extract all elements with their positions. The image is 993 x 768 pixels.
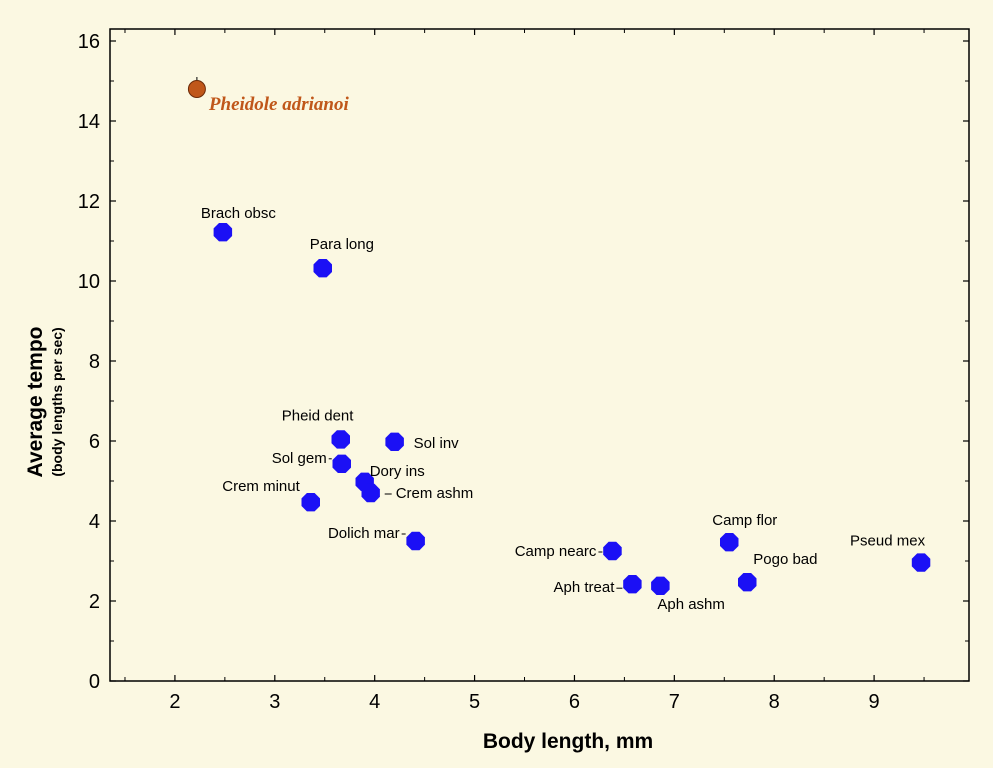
point-label: Dolich mar [328, 525, 400, 542]
x-tick-label: 9 [869, 691, 880, 713]
data-point [332, 454, 351, 473]
x-tick-label: 8 [769, 691, 780, 713]
data-point [213, 223, 233, 242]
point-label: Camp nearc [515, 543, 597, 560]
point-label: Pogo bad [753, 551, 817, 568]
data-point [331, 430, 350, 449]
point-label: Sol inv [414, 435, 460, 452]
point-label: Dory ins [370, 463, 425, 480]
data-point [603, 541, 622, 561]
highlight-label: Pheidole adrianoi [208, 94, 350, 115]
y-tick-label: 6 [89, 431, 100, 453]
y-axis: 0 2 4 6 8 10 12 14 16 [78, 31, 969, 693]
point-labels: Pheidole adrianoi Brach obsc Para long Phei… [201, 94, 926, 613]
x-tick-label: 2 [169, 691, 180, 713]
point-label: Pseud mex [850, 533, 926, 550]
point-label: Aph ashm [657, 596, 725, 613]
x-tick-label: 5 [469, 691, 480, 713]
x-tick-label: 6 [569, 691, 580, 713]
x-tick-label: 7 [669, 691, 680, 713]
plot-area [109, 28, 970, 682]
y-axis-subtitle: (body lengths per sec) [49, 327, 65, 476]
data-points [187, 77, 931, 595]
data-point [361, 483, 380, 503]
x-axis-title: Body length, mm [483, 730, 653, 753]
y-axis-title: Average tempo [24, 327, 47, 478]
data-point [406, 531, 425, 551]
y-tick-label: 10 [78, 271, 100, 293]
point-label: Para long [310, 236, 374, 253]
point-label: Pheid dent [282, 407, 355, 424]
data-point [301, 493, 320, 512]
x-axis: 2 3 4 5 6 7 8 9 [124, 29, 925, 713]
y-tick-label: 14 [78, 111, 100, 133]
data-point [720, 533, 739, 552]
y-tick-label: 16 [78, 31, 100, 53]
data-point [385, 432, 404, 451]
data-point [911, 553, 931, 572]
data-point [738, 573, 757, 592]
highlight-point [187, 80, 206, 98]
point-label: Brach obsc [201, 205, 277, 222]
point-label: Crem minut [222, 478, 300, 495]
data-point [313, 259, 332, 278]
point-label: Sol gem [272, 450, 327, 467]
point-label: Camp flor [712, 512, 777, 529]
y-tick-label: 2 [89, 591, 100, 613]
x-tick-label: 4 [369, 691, 380, 713]
y-tick-label: 0 [89, 671, 100, 693]
x-tick-label: 3 [269, 691, 280, 713]
data-point [623, 575, 642, 594]
point-label: Crem ashm [396, 485, 474, 502]
y-tick-label: 12 [78, 191, 100, 213]
data-point [651, 576, 670, 595]
y-tick-label: 4 [89, 511, 100, 533]
y-tick-label: 8 [89, 351, 100, 373]
point-label: Aph treat [554, 579, 616, 596]
